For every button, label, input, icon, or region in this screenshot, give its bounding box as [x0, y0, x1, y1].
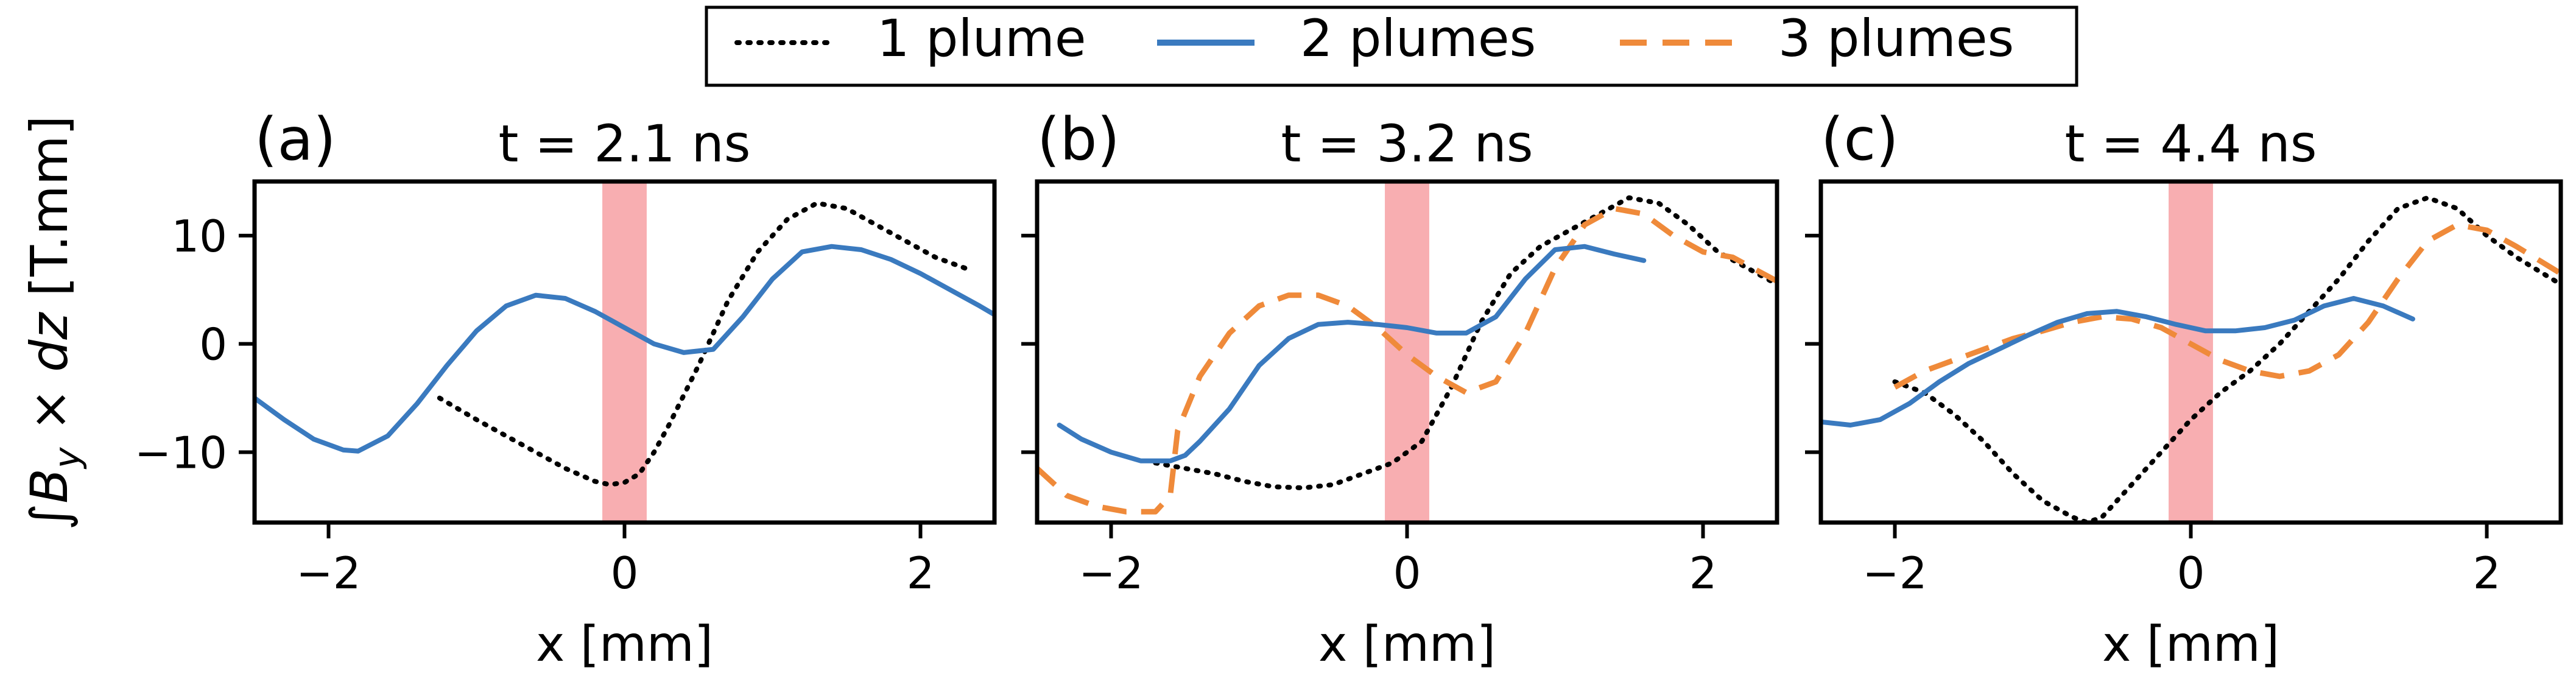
y-tick-label: 10 [171, 211, 227, 262]
x-tick-label: 0 [611, 547, 639, 599]
legend-label-1-plume: 1 plume [877, 9, 1086, 68]
legend-label-3-plumes: 3 plumes [1778, 9, 2014, 68]
panels: −2 0 2 −10 0 10 x [mm] (a) t = 2.1 ns −2 0 2 x [mm] (… [135, 105, 2563, 672]
x-tick-label: −2 [1079, 547, 1143, 599]
panel-label: (a) [255, 105, 336, 174]
highlight-band [602, 181, 647, 523]
series-line-1-plume [1153, 195, 1777, 491]
x-tick-label: 2 [2473, 547, 2501, 599]
x-axis-label: x [mm] [536, 616, 713, 672]
series-line-1-plume [437, 200, 968, 487]
series-line-2-plumes [1821, 296, 2415, 428]
legend-label-2-plumes: 2 plumes [1300, 9, 1536, 68]
series-line-1-plume [1892, 195, 2561, 523]
y-tick-label: 0 [199, 319, 227, 370]
x-tick-label: −2 [1862, 547, 1927, 599]
plot-area [1037, 195, 1777, 515]
x-tick-label: 2 [1689, 547, 1717, 599]
x-tick-label: 0 [2177, 547, 2205, 599]
panel-b: −2 0 2 x [mm] (b) t = 3.2 ns [1021, 105, 1779, 672]
panel-title: t = 3.2 ns [1281, 114, 1533, 174]
panel-a: −2 0 2 −10 0 10 x [mm] (a) t = 2.1 ns [135, 105, 997, 672]
x-axis-label: x [mm] [1318, 616, 1496, 672]
highlight-band [1385, 181, 1429, 523]
panel-title: t = 4.4 ns [2064, 114, 2317, 174]
plot-area [1821, 195, 2561, 523]
panel-title: t = 2.1 ns [498, 114, 750, 174]
series-line-3-plumes [1037, 205, 1777, 515]
x-tick-label: 0 [1393, 547, 1421, 599]
panel-label: (b) [1037, 105, 1120, 174]
x-tick-label: −2 [296, 547, 361, 599]
plot-area [255, 200, 994, 487]
series-line-3-plumes [1893, 222, 2561, 390]
panel-label: (c) [1821, 105, 1899, 174]
series-line-2-plumes [1057, 244, 1647, 463]
legend: 1 plume 2 plumes 3 plumes [705, 5, 2078, 87]
y-tick-label: −10 [135, 427, 227, 478]
x-tick-label: 2 [907, 547, 935, 599]
panel-c: −2 0 2 x [mm] (c) t = 4.4 ns [1805, 105, 2563, 672]
x-axis-label: x [mm] [2102, 616, 2279, 672]
legend-box [705, 5, 2078, 87]
y-axis-label: ∫By × dz [T.mm] [19, 116, 88, 530]
series-line-2-plumes [255, 244, 994, 454]
